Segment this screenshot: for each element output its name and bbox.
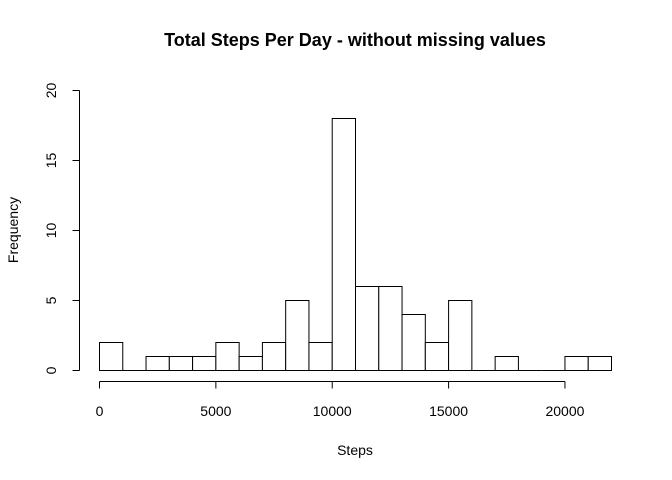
- histogram-bar: [308, 342, 333, 371]
- histogram-bar: [564, 356, 589, 371]
- histogram-bar: [494, 356, 519, 371]
- histogram-bar: [238, 356, 263, 371]
- histogram-bar: [215, 342, 240, 371]
- histogram-bar: [285, 300, 310, 371]
- histogram-bar: [168, 356, 194, 371]
- bars-group: [99, 118, 613, 371]
- histogram-bar: [261, 342, 287, 371]
- chart-title: Total Steps Per Day - without missing va…: [164, 30, 546, 50]
- x-tick-label: 10000: [313, 403, 352, 419]
- histogram-bar: [331, 118, 356, 371]
- histogram-bar: [401, 314, 426, 371]
- histogram-bar: [192, 356, 217, 371]
- x-tick-label: 0: [96, 403, 104, 419]
- y-tick-label: 0: [43, 366, 59, 374]
- x-tick-label: 20000: [545, 403, 584, 419]
- histogram-bar: [355, 286, 380, 371]
- histogram-bar: [587, 356, 613, 371]
- x-tick-label: 5000: [200, 403, 231, 419]
- histogram-bar: [99, 342, 124, 371]
- y-tick-label: 10: [43, 223, 59, 239]
- y-tick-label: 15: [43, 153, 59, 169]
- x-axis-label: Steps: [337, 442, 373, 458]
- x-axis: 0 5000 10000 15000 20000: [96, 381, 585, 419]
- histogram-bar: [424, 342, 450, 371]
- x-tick-label: 15000: [429, 403, 468, 419]
- histogram-bar: [378, 286, 403, 371]
- y-axis: 0 5 10 15 20: [43, 83, 80, 374]
- y-tick-label: 5: [43, 296, 59, 304]
- histogram-bar: [145, 356, 170, 371]
- y-tick-label: 20: [43, 83, 59, 99]
- y-axis-label: Frequency: [5, 197, 21, 263]
- histogram-bar: [448, 300, 473, 371]
